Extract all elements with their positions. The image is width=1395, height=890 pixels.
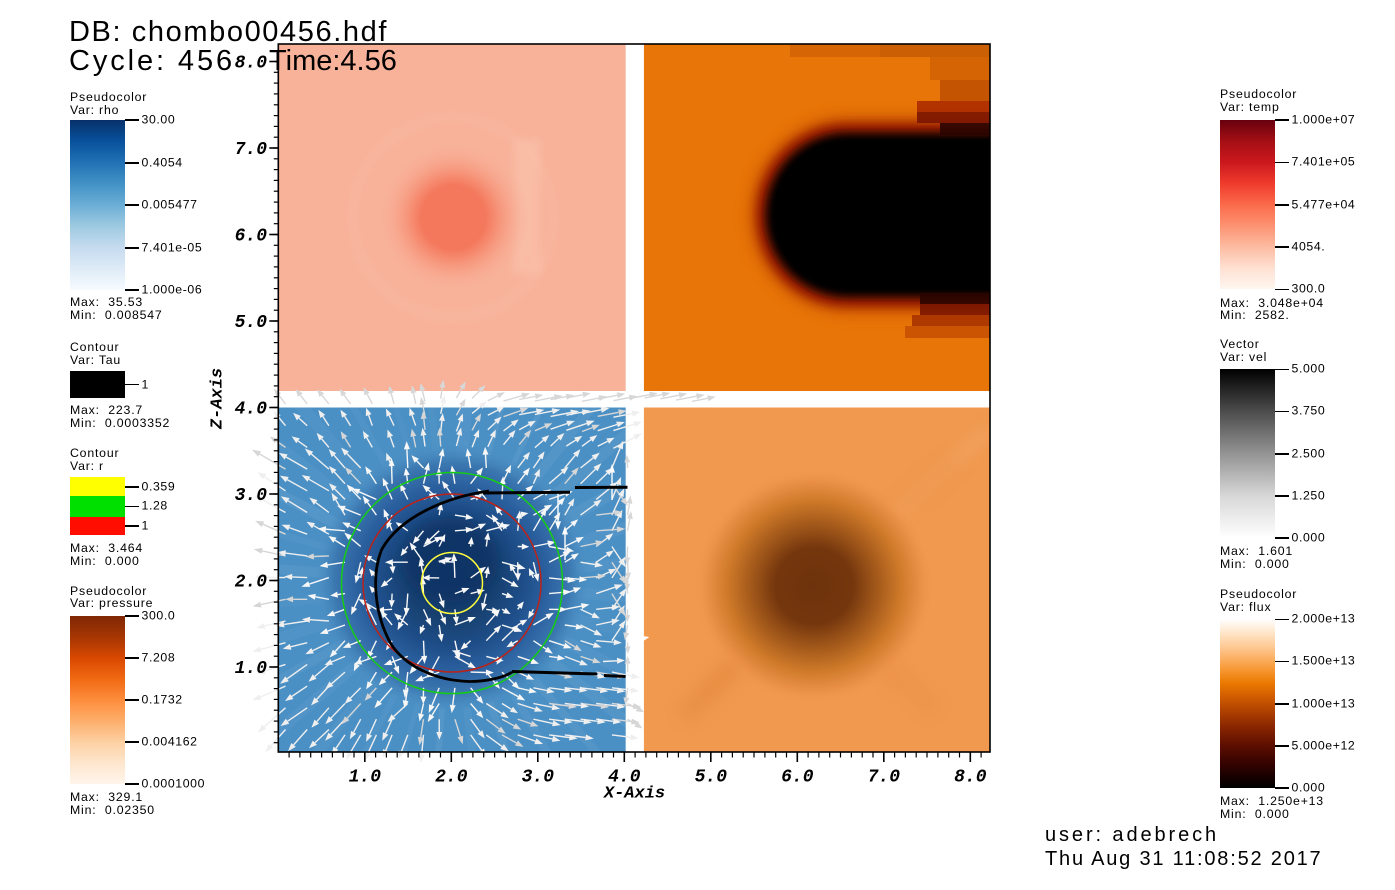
svg-text:5.0: 5.0 (695, 768, 728, 788)
svg-text:8.0: 8.0 (235, 54, 268, 74)
svg-text:4.0: 4.0 (235, 400, 268, 420)
svg-text:Z-Axis: Z-Axis (209, 368, 228, 430)
svg-text:5.0: 5.0 (235, 313, 268, 333)
svg-text:X-Axis: X-Axis (603, 785, 665, 804)
svg-text:6.0: 6.0 (235, 227, 268, 247)
svg-text:3.0: 3.0 (235, 486, 268, 506)
svg-text:7.0: 7.0 (235, 140, 268, 160)
svg-text:1.0: 1.0 (349, 768, 382, 788)
svg-text:8.0: 8.0 (954, 768, 987, 788)
svg-text:2.0: 2.0 (235, 573, 268, 593)
svg-text:7.0: 7.0 (868, 768, 901, 788)
svg-text:3.0: 3.0 (522, 768, 555, 788)
svg-text:4.0: 4.0 (608, 768, 641, 788)
svg-text:2.0: 2.0 (435, 768, 468, 788)
svg-text:6.0: 6.0 (781, 768, 814, 788)
svg-text:1.0: 1.0 (235, 659, 268, 679)
